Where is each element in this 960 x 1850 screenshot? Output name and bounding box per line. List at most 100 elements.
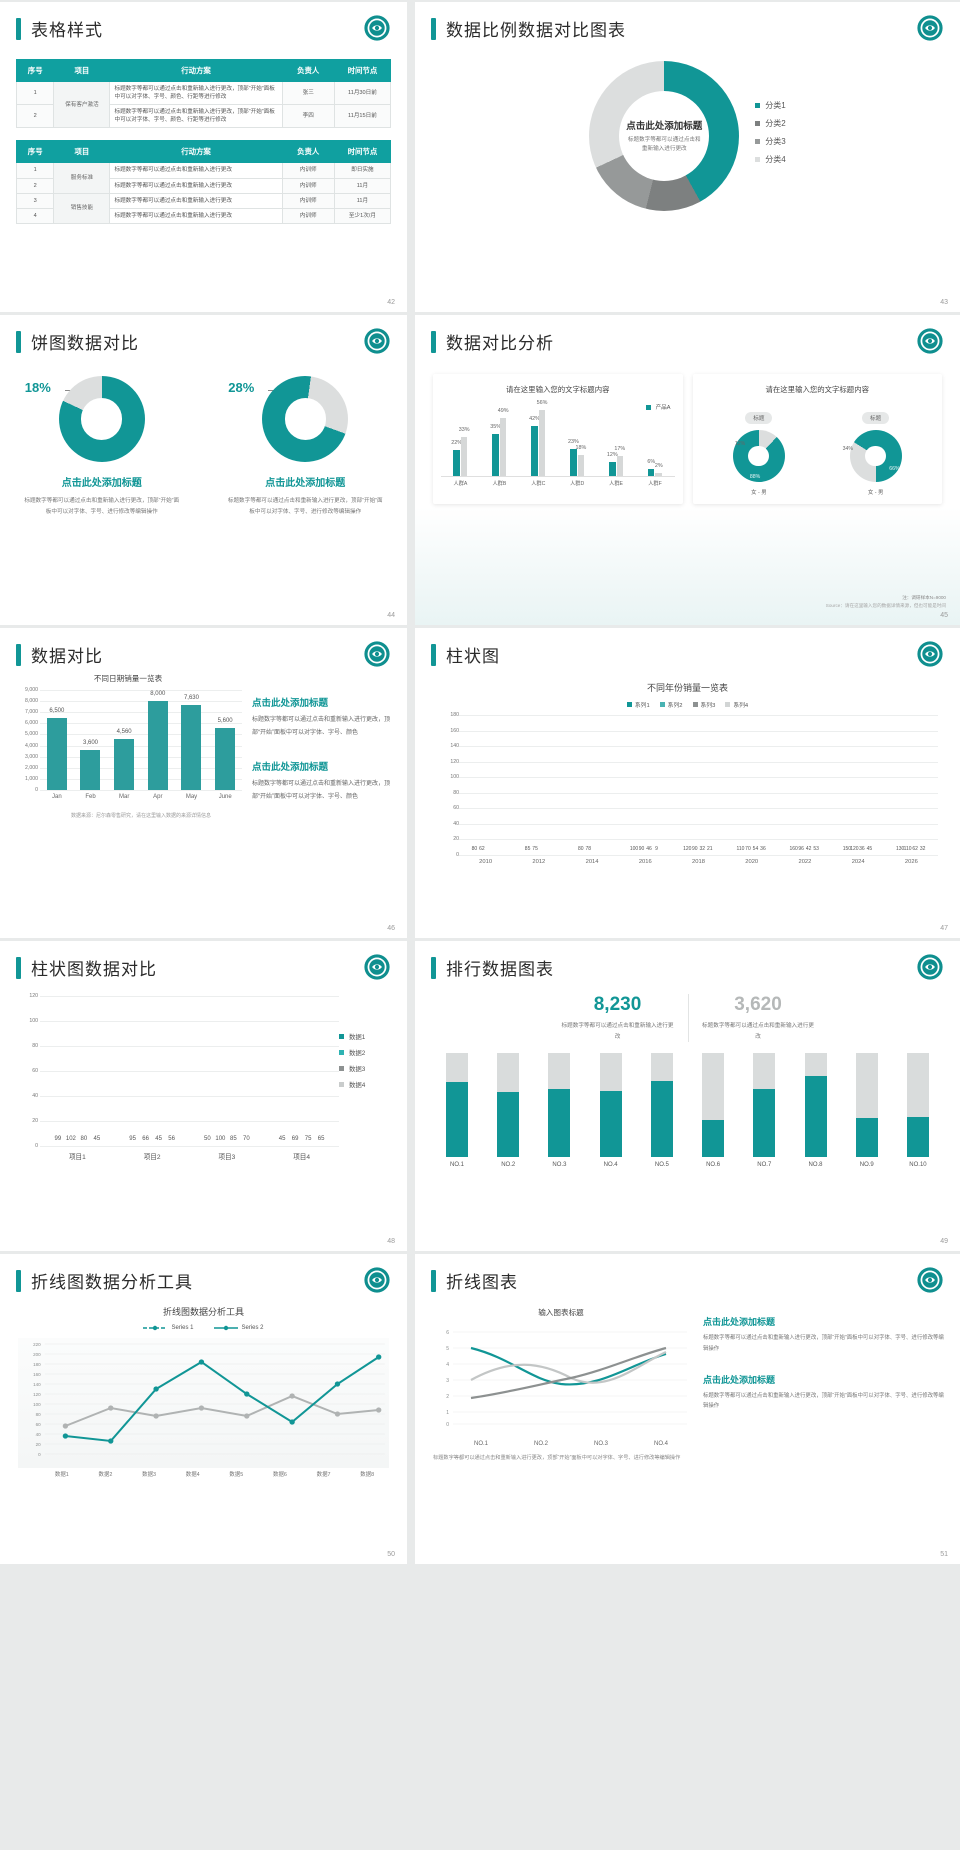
slide-46[interactable]: 数据对比 不同日期销量一览表 9,000 8,000 7,000 6,000 5…: [0, 628, 407, 938]
legend-swatch-icon: [645, 404, 651, 410]
donut-chart[interactable]: 12% 88%: [732, 430, 785, 482]
slide-47[interactable]: 柱状图 不同年份销量一览表 系列1 系列2 系列3 系列4 180 160 14…: [415, 628, 960, 938]
table-row[interactable]: 1 保有客户激活 标题数字等都可以通过点击和重新输入进行更改，顶部“开始”面板中…: [15, 80, 392, 129]
globe-logo-icon: [364, 15, 390, 41]
x-tick: 2010: [479, 859, 493, 865]
cell-time: 11月: [333, 192, 392, 209]
x-tick: 2018: [692, 859, 705, 865]
table-row[interactable]: 1 服务标准 标题数字等都可以通过点击和重新输入进行更改 内训师 即日实施: [15, 162, 392, 194]
slide-45[interactable]: 数据对比分析 请在这里输入您的文字标题内容 产品A 22% 33% 35% 49%: [415, 315, 960, 625]
slide-44[interactable]: 饼图数据对比 18% 点击此处添加标题 标题数字等都可以通过点击和重新输入进行更…: [0, 315, 407, 625]
legend-item: 分类2: [755, 118, 786, 129]
slide-header: 数据对比: [0, 628, 407, 667]
slide-43[interactable]: 数据比例数据对比图表 点击此处添加标题 标题数字等都可以通过点击和 重新输入进行…: [415, 2, 960, 312]
x-tick: 人群B: [492, 481, 507, 487]
th-seq: 序号: [15, 140, 55, 164]
page-number: 44: [387, 612, 395, 619]
donut-chart[interactable]: 点击此处添加标题 标题数字等都可以通过点击和 重新输入进行更改: [589, 61, 740, 211]
globe-logo-icon: [364, 328, 390, 354]
y-tick: 7,000: [25, 709, 38, 716]
grouped-bar-chart: 120 100 80 60 40 20 0 99 102 80 45 95 66 45 56…: [29, 993, 339, 1149]
rank-column: NO.10: [904, 1053, 932, 1168]
pie-block-2[interactable]: 28% 点击此处添加标题 标题数字等都可以通过点击和重新输入进行更改，顶部“开始…: [220, 376, 390, 517]
bar-card[interactable]: 请在这里输入您的文字标题内容 产品A 22% 33% 35% 49% 42% 56% …: [433, 374, 683, 504]
legend-label: 系列3: [700, 703, 716, 709]
table-row[interactable]: 2 标题数字等都可以通过点击和重新输入进行更改，顶部“开始”面板中可以对字体、字…: [15, 104, 392, 129]
th-item: 项目: [53, 59, 111, 82]
y-tick: 1,000: [25, 775, 38, 782]
slide-header: 柱状图数据对比: [0, 941, 407, 980]
donut-card[interactable]: 请在这里输入您的文字标题内容 标题 12% 88% 女 - 男 标题 34%: [692, 374, 942, 504]
x-tick: 人群F: [648, 481, 662, 487]
pie-block-1[interactable]: 18% 点击此处添加标题 标题数字等都可以通过点击和重新输入进行更改，顶部“开始…: [17, 376, 187, 517]
text-block-1[interactable]: 点击此处添加标题 标题数字等都可以通过点击和重新输入进行更改，顶部“开始”面板中…: [703, 1315, 944, 1355]
table-header-row: 序号 项目 行动方案 负责人 时间节点: [15, 140, 392, 164]
slide-header: 折线图数据分析工具: [0, 1254, 407, 1293]
donut-chart[interactable]: [58, 376, 145, 462]
table-row[interactable]: 2 标题数字等都可以通过点击和重新输入进行更改 内训师 11月: [15, 177, 392, 194]
legend-label: 产品A: [655, 405, 671, 411]
slide-42[interactable]: 表格样式 序号 项目 行动方案 负责人 时间节点 1: [0, 2, 407, 312]
slide-body: 输入图表标题 6 5 4 3 2 1 0: [415, 1307, 960, 1447]
donut-block-1[interactable]: 标题 12% 88% 女 - 男: [732, 407, 785, 496]
stat-2[interactable]: 3,620 标题数字等都可以通过点击和重新输入进行更改: [687, 994, 828, 1043]
cell-plan: 标题数字等都可以通过点击和重新输入进行更改，顶部“开始”面板中可以对字体、字号、…: [109, 104, 283, 129]
bar-group: 42% 56%: [529, 400, 547, 476]
rank-column: NO.4: [597, 1053, 625, 1168]
x-tick: NO.8: [808, 1162, 823, 1169]
legend-swatch-icon: [626, 702, 632, 707]
slide-49[interactable]: 排行数据图表 8,230 标题数字等都可以通过点击和重新输入进行更改 3,620…: [415, 941, 960, 1251]
text-block-2[interactable]: 点击此处添加标题 标题数字等都可以通过点击和重新输入进行更改，顶部“开始”面板中…: [703, 1373, 944, 1413]
donut-slice-label: 12%: [734, 441, 746, 447]
chart-legend: 产品A: [645, 403, 671, 411]
cell-owner: 内训师: [281, 207, 335, 224]
globe-logo-icon: [917, 15, 943, 41]
x-tick: 数据1: [54, 1472, 69, 1478]
bar-value: 3,600: [82, 740, 98, 746]
block-body: 标题数字等都可以通过点击和重新输入进行更改，顶部“开始”面板中可以对字体、字号、…: [227, 498, 383, 515]
legend-item: 分类4: [755, 154, 786, 165]
bar-value: 56%: [536, 400, 548, 406]
bar-series-b: 33%: [459, 427, 470, 476]
bar-value: 22%: [451, 440, 463, 446]
table-row[interactable]: 4 标题数字等都可以通过点击和重新输入进行更改 内训师 至少1次/月: [15, 207, 392, 224]
cell-item: 保有客户激活: [53, 80, 111, 129]
block-heading: 点击此处添加标题: [265, 478, 346, 489]
y-tick: 80: [32, 1042, 38, 1049]
action-plan-table-1[interactable]: 序号 项目 行动方案 负责人 时间节点 1 保有客户激活 标题数字等都可以通过点…: [15, 59, 392, 129]
th-owner: 负责人: [281, 59, 335, 82]
bar: 3,600: [80, 740, 101, 790]
rank-column: NO.6: [699, 1053, 727, 1168]
cell-time: 11月: [333, 177, 392, 194]
x-axis-labels: 数据1 数据2 数据3 数据4 数据5 数据6 数据7 数据8: [40, 1470, 389, 1478]
bar-series-a: 12%: [607, 452, 618, 476]
bar-track: [548, 1053, 571, 1158]
slide-header: 折线图表: [415, 1254, 960, 1293]
block-body: 标题数字等都可以通过点击和重新输入进行更改，顶部“开始”面板中可以对字体、字号、…: [252, 781, 391, 800]
action-plan-table-2[interactable]: 序号 项目 行动方案 负责人 时间节点 1 服务标准 标题数字等都可以通过点击和…: [15, 140, 392, 224]
slide-51[interactable]: 折线图表 输入图表标题 6 5 4 3 2 1: [415, 1254, 960, 1564]
x-tick: 数据7: [316, 1472, 331, 1478]
legend-swatch-icon: [339, 1082, 344, 1087]
page-title: 柱状图数据对比: [31, 960, 157, 979]
stat-1[interactable]: 8,230 标题数字等都可以通过点击和重新输入进行更改: [548, 994, 688, 1042]
svg-text:120: 120: [33, 1392, 41, 1397]
legend-label: 分类4: [765, 155, 786, 164]
slide-50[interactable]: 折线图数据分析工具 折线图数据分析工具 Series 1 Series 2: [0, 1254, 407, 1564]
svg-text:0: 0: [38, 1452, 41, 1457]
donut-block-2[interactable]: 标题 34% 66% 女 - 男: [843, 407, 902, 496]
donut-chart[interactable]: 34% 66%: [843, 430, 902, 482]
donut-chart[interactable]: [262, 376, 349, 462]
block-body: 标题数字等都可以通过点击和重新输入进行更改，顶部“开始”面板中可以对字体、字号、…: [703, 1335, 944, 1352]
table-row[interactable]: 3 销售技能 标题数字等都可以通过点击和重新输入进行更改 内训师 11月: [15, 192, 392, 224]
bars: 6,500 3,600 4,560 8,000 7,630 5,600: [40, 690, 242, 790]
slide-48[interactable]: 柱状图数据对比 120 100 80 60 40 20 0 99 102 80 45: [0, 941, 407, 1251]
text-block-2[interactable]: 点击此处添加标题 标题数字等都可以通过点击和重新输入进行更改，顶部“开始”面板中…: [252, 759, 393, 803]
th-time: 时间节点: [333, 59, 392, 82]
card-title: 请在这里输入您的文字标题内容: [765, 385, 869, 394]
note-sample-size: 注：调研样本N=9000: [902, 595, 946, 600]
bar: 8,000: [147, 691, 168, 790]
text-block-1[interactable]: 点击此处添加标题 标题数字等都可以通过点击和重新输入进行更改，顶部“开始”面板中…: [252, 695, 393, 739]
block-heading: 点击此处添加标题: [252, 762, 329, 774]
svg-text:20: 20: [36, 1442, 42, 1447]
